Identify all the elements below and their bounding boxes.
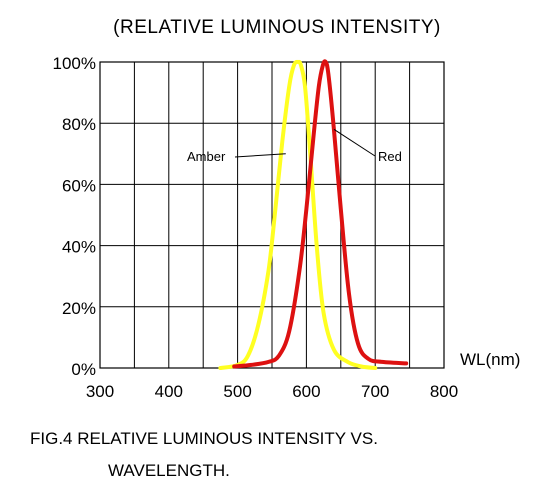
series-line-red bbox=[232, 59, 409, 369]
figure-caption-line2: WAVELENGTH. bbox=[108, 461, 230, 480]
plot-frame bbox=[99, 61, 445, 369]
chart-title: (RELATIVE LUMINOUS INTENSITY) bbox=[113, 17, 441, 38]
x-tick-label: 800 bbox=[430, 382, 458, 401]
x-tick-label: 300 bbox=[86, 382, 114, 401]
y-tick-label: 100% bbox=[53, 54, 96, 73]
y-tick-label: 60% bbox=[62, 176, 96, 195]
x-tick-label: 500 bbox=[223, 382, 251, 401]
y-tick-label: 80% bbox=[62, 115, 96, 134]
red-leader-line bbox=[333, 128, 376, 157]
y-tick-label: 0% bbox=[71, 360, 96, 379]
x-tick-label: 600 bbox=[292, 382, 320, 401]
series-lines bbox=[218, 59, 409, 370]
series-labels: Amber Red bbox=[187, 128, 402, 164]
y-tick-label: 40% bbox=[62, 238, 96, 257]
grid bbox=[99, 61, 445, 369]
series-label-amber: Amber bbox=[187, 149, 226, 164]
x-axis-label: WL(nm) bbox=[460, 350, 520, 369]
x-tick-label: 400 bbox=[155, 382, 183, 401]
series-label-red: Red bbox=[378, 149, 402, 164]
figure-caption-line1: FIG.4 RELATIVE LUMINOUS INTENSITY VS. bbox=[30, 429, 378, 448]
x-tick-label: 700 bbox=[361, 382, 389, 401]
tick-labels: 0% 20% 40% 60% 80% 100% 300 400 500 600 700 800 bbox=[53, 54, 459, 401]
y-tick-label: 20% bbox=[62, 299, 96, 318]
series-line-amber bbox=[218, 59, 378, 370]
amber-leader-line bbox=[234, 153, 286, 158]
